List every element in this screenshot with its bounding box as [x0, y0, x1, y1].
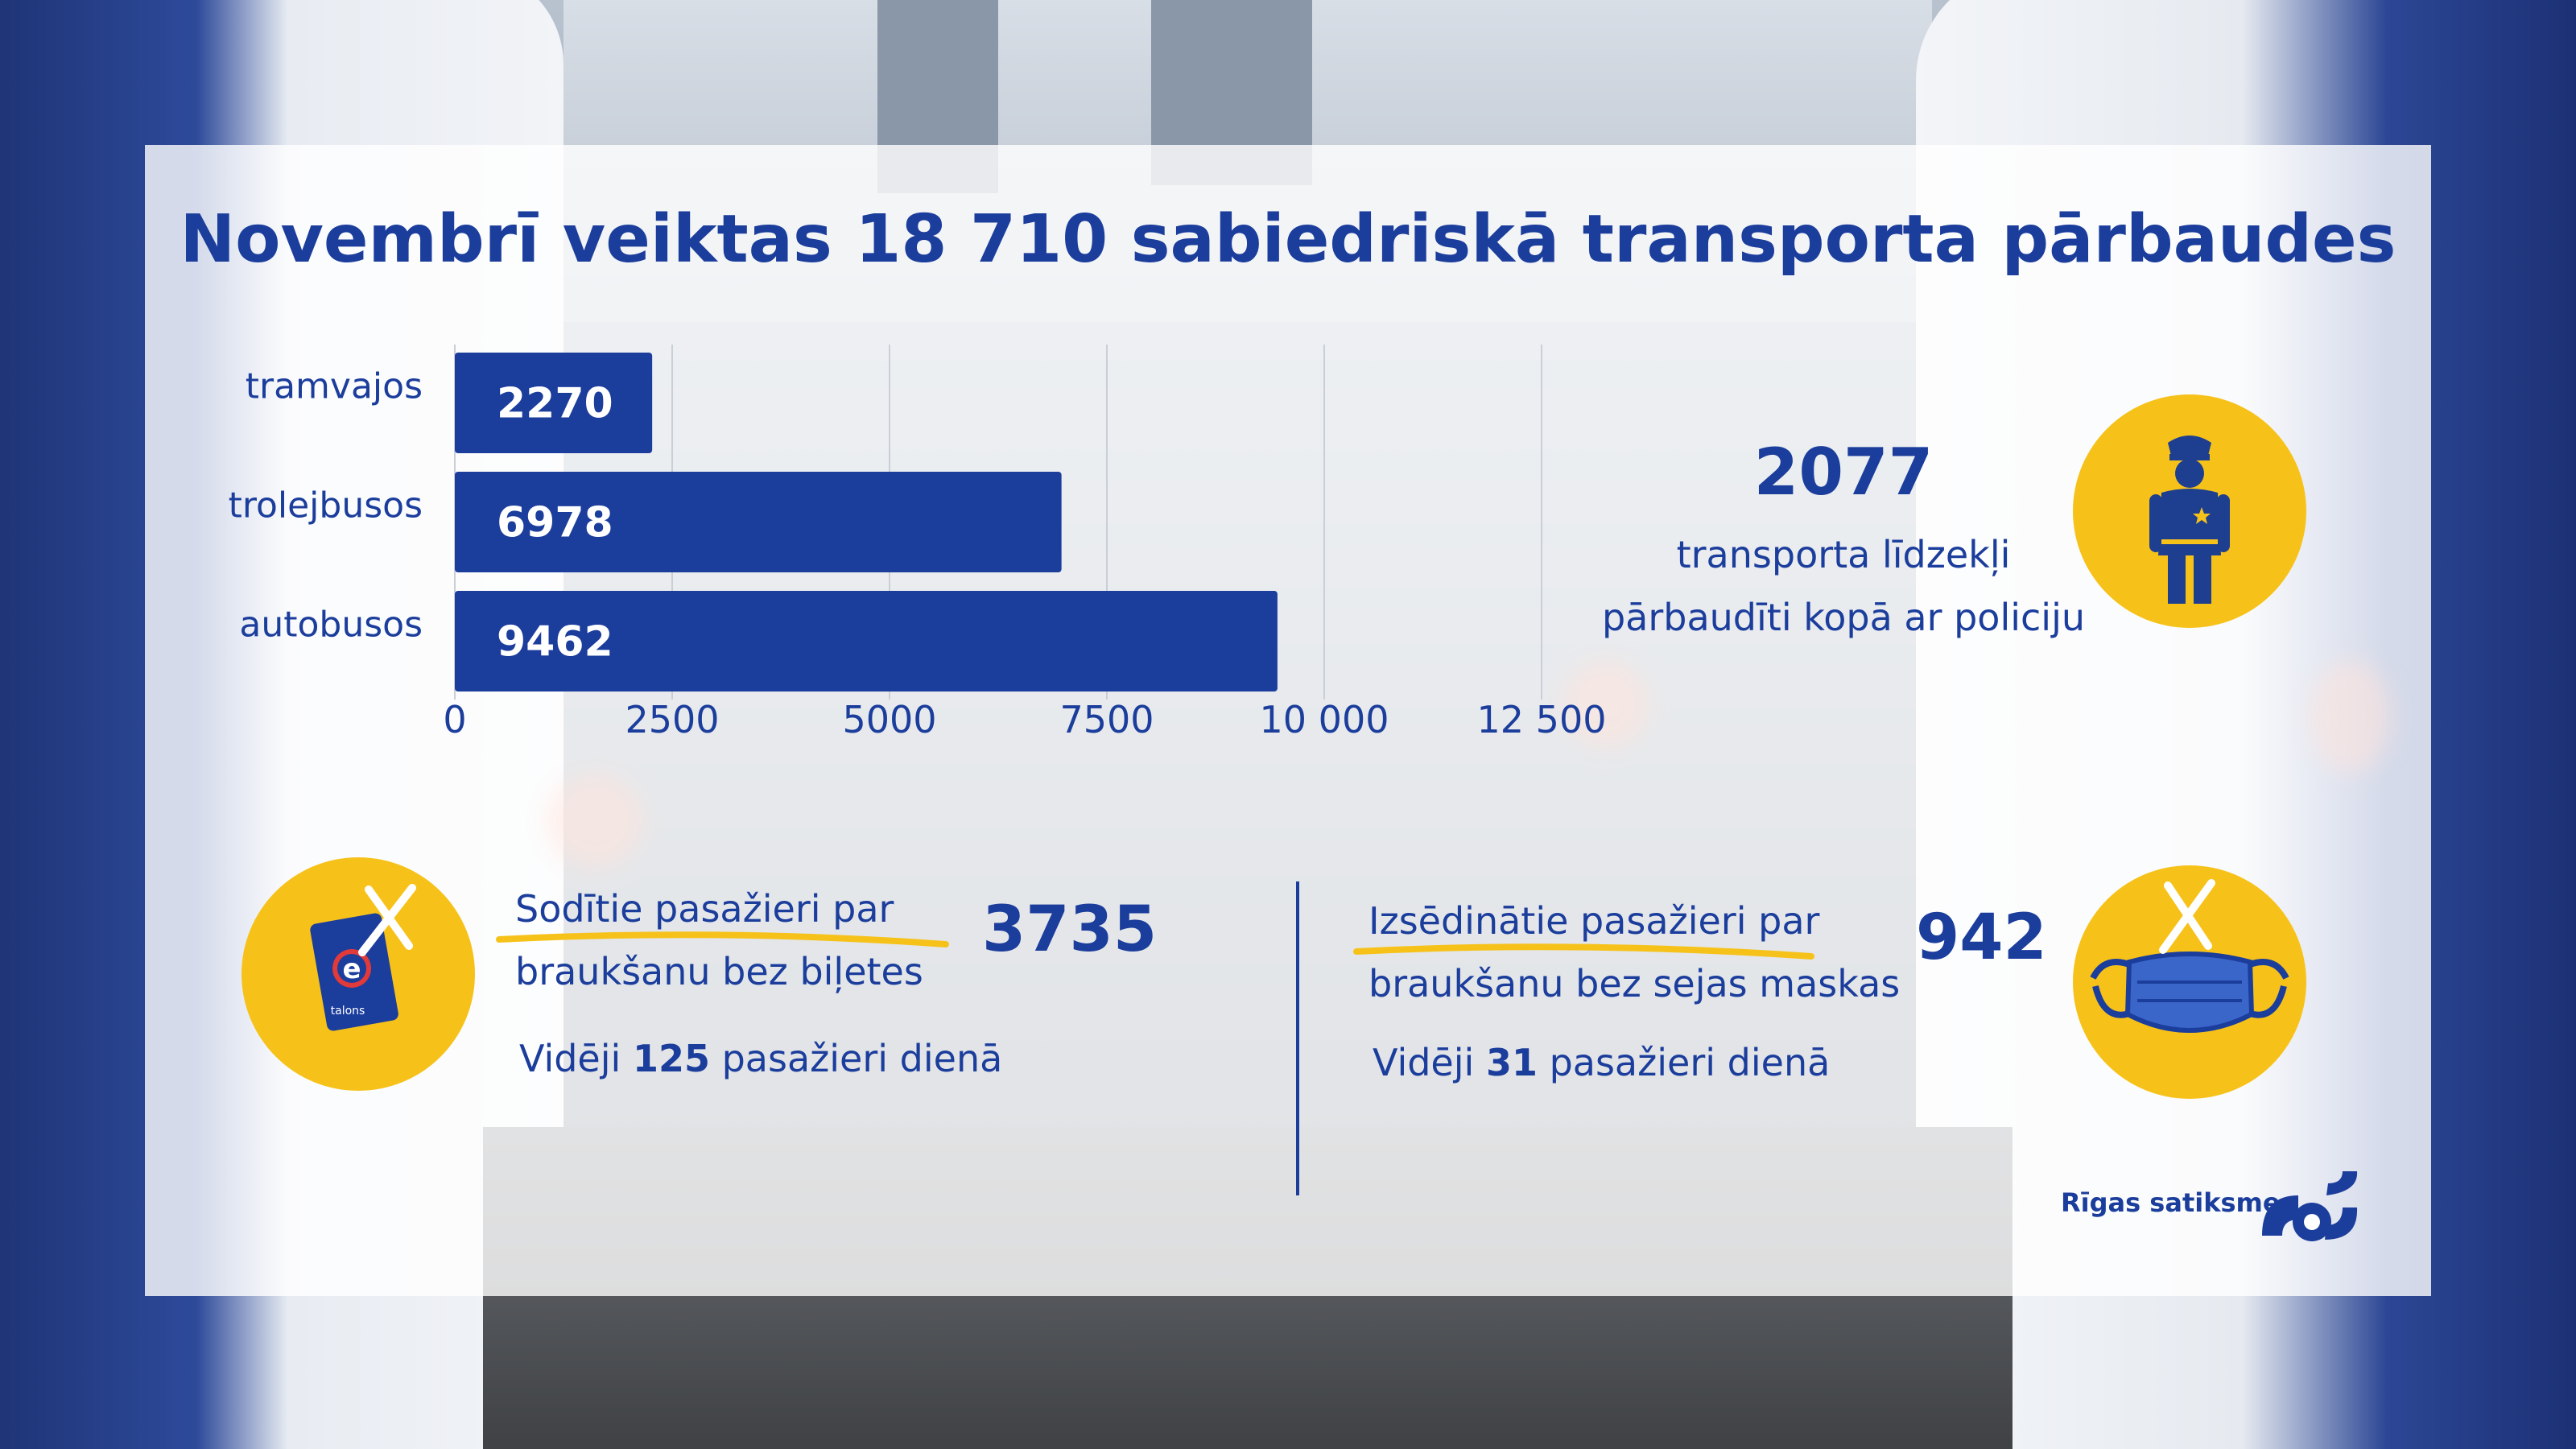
bar-trolejbusos	[455, 472, 1062, 572]
x-tick-label: 2500	[625, 698, 719, 741]
x-tick-label: 5000	[842, 698, 936, 741]
police-check-count: 2077	[1753, 435, 1934, 510]
fined-daily-average: Vidēji 125 pasažieri dienā	[519, 1037, 1003, 1080]
svg-text:e: e	[342, 953, 361, 985]
police-label-line1: transporta līdzekļi	[1676, 533, 2011, 576]
ticket-card-circle: e talons	[242, 857, 475, 1091]
mask-circle	[2073, 865, 2306, 1099]
removed-label-line2: braukšanu bez sejas maskas	[1368, 962, 1901, 1005]
bar-value-label: 2270	[497, 380, 613, 428]
police-label-line2: pārbaudīti kopā ar policiju	[1601, 596, 2086, 639]
x-tick-label: 0	[443, 698, 466, 741]
cross-mark-icon	[358, 884, 416, 956]
infographic-card	[145, 145, 2431, 1296]
removed-label: Izsēdinātie pasažieri par braukšanu bez …	[1368, 890, 1900, 1015]
fined-count: 3735	[982, 894, 1158, 966]
removed-count: 942	[1916, 902, 2047, 974]
fined-highlight-underline	[496, 931, 949, 947]
removed-highlight-underline	[1353, 943, 1814, 960]
e-talons-card-icon: e talons	[310, 913, 398, 1031]
category-label: trolejbusos	[229, 485, 423, 526]
fined-label-line2: braukšanu bez biļetes	[515, 950, 923, 993]
bar-autobusos	[455, 591, 1278, 691]
police-officer-icon	[2073, 394, 2306, 628]
page-title: Novembrī veiktas 18 710 sabiedriskā tran…	[180, 201, 2396, 278]
bar-chart: 0 2500 5000 7500 10 000 12 500 tramvajos 2270 tr…	[229, 345, 1607, 741]
fined-label: Sodītie pasažieri par braukšanu bez biļe…	[515, 877, 923, 1003]
divider-line	[1296, 881, 1299, 1195]
svg-text:talons: talons	[331, 1005, 365, 1018]
x-tick-label: 12 500	[1477, 698, 1607, 741]
brand-name: Rīgas satiksme	[2061, 1187, 2281, 1218]
x-tick-label: 7500	[1059, 698, 1154, 741]
removed-label-line1: Izsēdinātie pasažieri par	[1368, 899, 1820, 943]
cross-mark-icon	[2159, 879, 2215, 954]
category-label: tramvajos	[246, 366, 423, 407]
bar-value-label: 9462	[497, 618, 613, 667]
bar-value-label: 6978	[497, 499, 613, 547]
x-tick-label: 10 000	[1260, 698, 1389, 741]
fined-label-line1: Sodītie pasažieri par	[515, 887, 894, 931]
police-check-label: transporta līdzekļi pārbaudīti kopā ar p…	[1562, 523, 2125, 649]
category-label: autobusos	[239, 605, 423, 646]
rigas-satiksme-logo	[2262, 1171, 2358, 1241]
removed-daily-average: Vidēji 31 pasažieri dienā	[1373, 1041, 1831, 1084]
face-mask-icon	[2090, 952, 2289, 1033]
bar-tramvajos	[455, 353, 653, 453]
